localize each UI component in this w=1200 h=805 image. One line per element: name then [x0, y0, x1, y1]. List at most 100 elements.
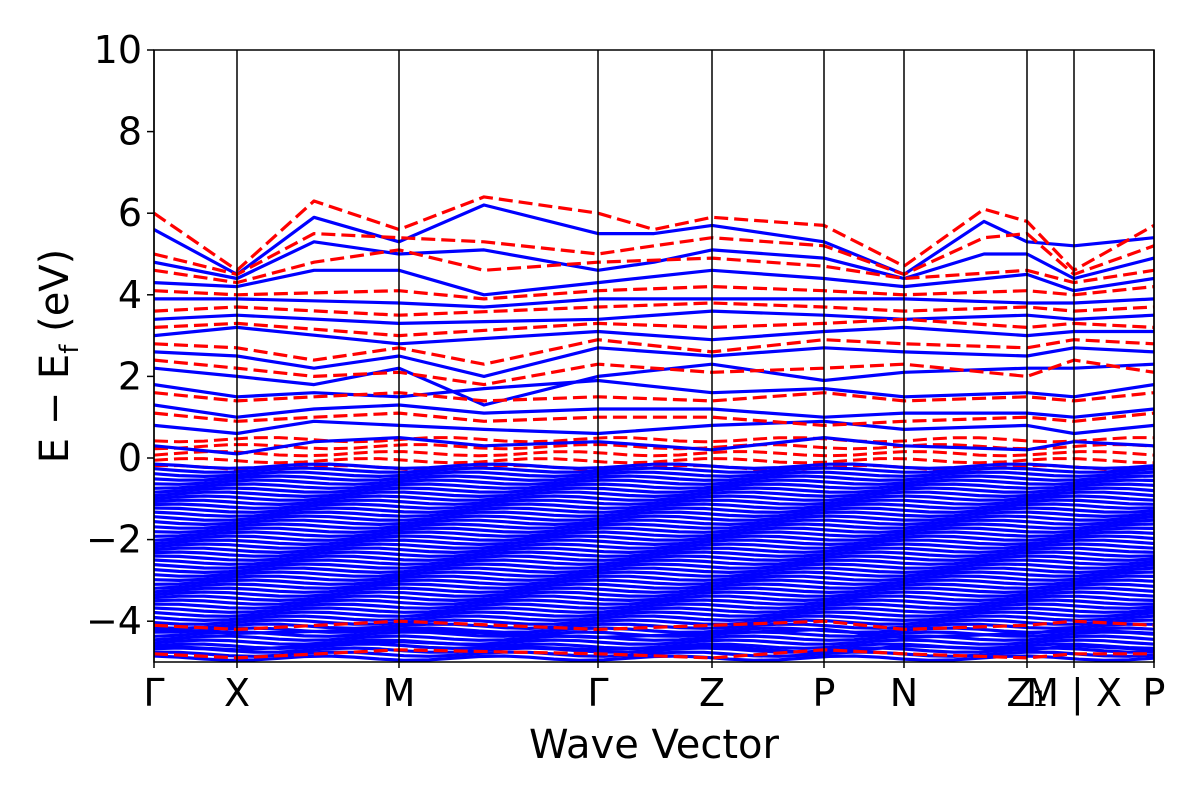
band-line	[154, 486, 1154, 494]
band-line	[154, 614, 1154, 623]
band-line	[154, 648, 1154, 660]
y-tick-label: 8	[118, 110, 142, 154]
band-line	[154, 514, 1154, 522]
band-line	[154, 618, 1154, 626]
band-line	[154, 627, 1154, 640]
band-line	[154, 522, 1154, 530]
y-tick-label: 6	[118, 191, 142, 235]
band-line	[154, 494, 1154, 502]
band-line	[154, 566, 1154, 575]
band-line	[154, 436, 1154, 456]
x-tick-label: X	[224, 671, 250, 715]
band-line	[154, 309, 1154, 325]
band-line	[154, 248, 1154, 285]
band-line	[154, 602, 1154, 610]
band-line	[154, 586, 1154, 595]
y-tick-label: 0	[118, 436, 142, 480]
band-line	[154, 325, 1154, 346]
x-axis-title: Wave Vector	[529, 722, 780, 768]
band-line	[154, 598, 1154, 606]
band-line	[154, 317, 1154, 338]
band-line	[154, 570, 1154, 578]
band-line	[154, 436, 1154, 444]
band-line	[154, 462, 1154, 471]
band-line	[154, 470, 1154, 479]
y-tick-label: 2	[118, 354, 142, 398]
band-line	[154, 562, 1154, 570]
band-line	[154, 634, 1154, 642]
plot-frame	[153, 49, 1155, 663]
band-line	[154, 378, 1154, 399]
band-line	[154, 240, 1154, 281]
band-line	[154, 606, 1154, 614]
band-line	[154, 482, 1154, 490]
x-tick-label: P	[1143, 671, 1166, 715]
band-line	[154, 450, 1154, 458]
x-tick-label: Z	[699, 671, 725, 715]
band-line	[154, 538, 1154, 547]
x-tick-label: N	[890, 671, 918, 715]
y-axis-title: E − Ef (eV)	[32, 249, 85, 464]
band-line	[154, 554, 1154, 562]
band-line	[154, 419, 1154, 436]
band-line	[154, 502, 1154, 510]
band-line	[154, 526, 1154, 534]
y-axis-title-unit: (eV)	[32, 249, 78, 345]
band-line	[154, 510, 1154, 519]
band-line	[154, 490, 1154, 499]
band-line	[154, 301, 1154, 317]
y-tick-label: 4	[118, 273, 142, 317]
band-line	[154, 338, 1154, 366]
band-line	[154, 534, 1154, 542]
y-tick-label: −2	[86, 518, 142, 562]
band-line	[154, 646, 1154, 654]
band-line	[154, 639, 1154, 656]
y-axis-title-main: E − E	[32, 354, 78, 464]
x-tick-label: Γ	[143, 671, 164, 715]
band-line	[154, 195, 1154, 272]
y-tick-label: 10	[94, 28, 142, 72]
band-line	[154, 457, 1154, 465]
band-line	[154, 550, 1154, 558]
band-line	[154, 466, 1154, 474]
x-tick-label: Γ	[587, 671, 608, 715]
x-tick-label: P	[813, 671, 836, 715]
band-line	[154, 268, 1154, 297]
y-tick-label: −4	[86, 599, 142, 643]
band-line	[154, 443, 1154, 451]
band-series-spin-up	[154, 203, 1154, 656]
dense-band-region-spin-up	[154, 462, 1154, 662]
band-line	[154, 358, 1154, 387]
plot-area	[154, 195, 1154, 662]
band-line	[154, 558, 1154, 566]
band-line	[154, 346, 1154, 378]
x-axis: Γ X M Γ Z P N Z₁M | X P	[143, 662, 1165, 716]
band-line	[154, 474, 1154, 482]
band-line	[154, 582, 1154, 590]
band-line	[154, 285, 1154, 301]
band-line	[154, 546, 1154, 555]
x-tick-label: M | X	[1026, 671, 1122, 716]
band-line	[154, 542, 1154, 550]
band-series-spin-down	[154, 195, 1154, 660]
band-line	[154, 498, 1154, 507]
band-line	[154, 403, 1154, 419]
band-line	[154, 578, 1154, 586]
band-line	[154, 232, 1154, 276]
band-line	[154, 411, 1154, 427]
y-axis: 10 8 6 4 2 0 −2 −4	[86, 28, 154, 643]
band-line	[154, 530, 1154, 538]
band-line	[154, 203, 1154, 276]
band-line	[154, 619, 1154, 632]
band-line	[154, 638, 1154, 646]
band-line	[154, 362, 1154, 407]
x-tick-label: M	[383, 671, 416, 715]
band-line	[154, 574, 1154, 583]
band-line	[154, 518, 1154, 527]
y-axis-title-subscript: f	[55, 344, 85, 354]
x-tick-label: Z₁	[1006, 671, 1047, 715]
band-line	[154, 594, 1154, 603]
band-line	[154, 610, 1154, 618]
